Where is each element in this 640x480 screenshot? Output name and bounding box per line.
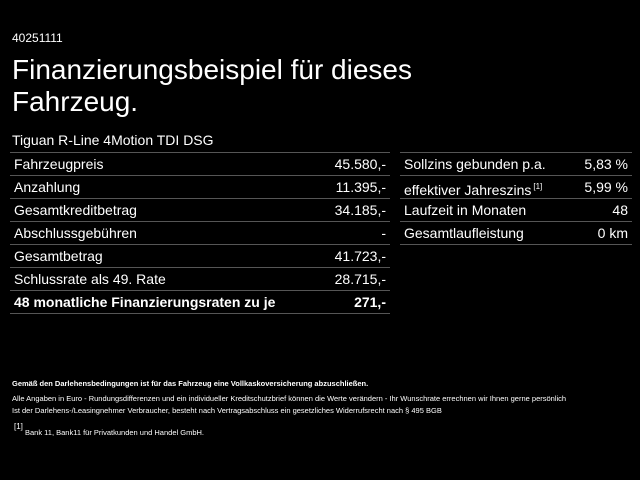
row-value: 28.715,- [334,271,386,287]
row-label: Fahrzeugpreis [14,153,104,175]
title: Finanzierungsbeispiel für dieses Fahrzeu… [12,54,412,117]
footnotes: Gemäß den Darlehensbedingungen ist für d… [12,378,632,439]
table-row: effektiver Jahreszins [1] 5,99 % [400,176,632,199]
label-text: Gesamtkreditbetrag [14,202,137,218]
table-row: Sollzins gebunden p.a. 5,83 % [400,152,632,176]
label-text: 48 monatliche Finanzierungsraten zu je [14,294,276,310]
footnote-text: Bank 11, Bank11 für Privatkunden und Han… [25,428,204,437]
row-value: 271,- [354,294,386,310]
row-label: Gesamtkreditbetrag [14,199,137,221]
table-row: Gesamtlaufleistung 0 km [400,222,632,245]
row-label: 48 monatliche Finanzierungsraten zu je [14,291,275,313]
table-row: Gesamtkreditbetrag 34.185,- [10,199,390,222]
table-row: Laufzeit in Monaten 48 [400,199,632,222]
table-row: Fahrzeugpreis 45.580,- [10,152,390,176]
label-text: Sollzins gebunden p.a. [404,156,546,172]
row-value: 0 km [597,225,628,241]
rate-table: Sollzins gebunden p.a. 5,83 % effektiver J… [400,152,632,245]
label-text: Gesamtbetrag [14,248,103,264]
label-text: Laufzeit in Monaten [404,202,527,218]
row-label: Sollzins gebunden p.a. [404,153,546,175]
footnote: [1] Bank 11, Bank11 für Privatkunden und… [12,421,632,439]
row-value: 48 [612,202,628,218]
label-text: Abschlussgebühren [14,225,137,241]
label-text: effektiver Jahreszins [404,182,532,198]
row-label: Gesamtlaufleistung [404,222,524,244]
table-row: Gesamtbetrag 41.723,- [10,245,390,268]
label-text: Gesamtlaufleistung [404,225,524,241]
disclaimer-line: Ist der Darlehens-/Leasingnehmer Verbrau… [12,406,442,415]
model: Tiguan R-Line 4Motion TDI DSG [12,132,214,148]
row-value: 5,83 % [584,156,628,172]
row-value: 45.580,- [334,156,386,172]
label-text: Anzahlung [14,179,81,195]
vehicle-id: 40251111 [12,31,63,45]
row-label: effektiver Jahreszins [1] [404,176,542,198]
label-text: Fahrzeugpreis [14,156,104,172]
row-label: Laufzeit in Monaten [404,199,526,221]
row-label: Abschlussgebühren [14,222,137,244]
row-label: Gesamtbetrag [14,245,103,267]
row-value: 11.395,- [335,179,386,195]
row-value: 5,99 % [584,179,628,195]
table-row: Abschlussgebühren - [10,222,390,245]
row-value: - [381,225,386,241]
row-label: Schlussrate als 49. Rate [14,268,166,290]
table-row: Anzahlung 11.395,- [10,176,390,199]
finance-table: Fahrzeugpreis 45.580,- Anzahlung 11.395,- Ge… [10,152,390,314]
table-row: Schlussrate als 49. Rate 28.715,- [10,268,390,291]
row-label: Anzahlung [14,176,80,198]
footnote-ref: [1] [533,182,543,191]
label-text: Schlussrate als 49. Rate [14,271,166,287]
disclaimer-line: Alle Angaben in Euro - Rundungsdifferenz… [12,394,567,403]
table-row: 48 monatliche Finanzierungsraten zu je 27… [10,291,390,314]
insurance-note: Gemäß den Darlehensbedingungen ist für d… [12,379,369,388]
row-value: 41.723,- [334,248,386,264]
row-value: 34.185,- [334,202,386,218]
footnote-mark: [1] [14,422,23,431]
